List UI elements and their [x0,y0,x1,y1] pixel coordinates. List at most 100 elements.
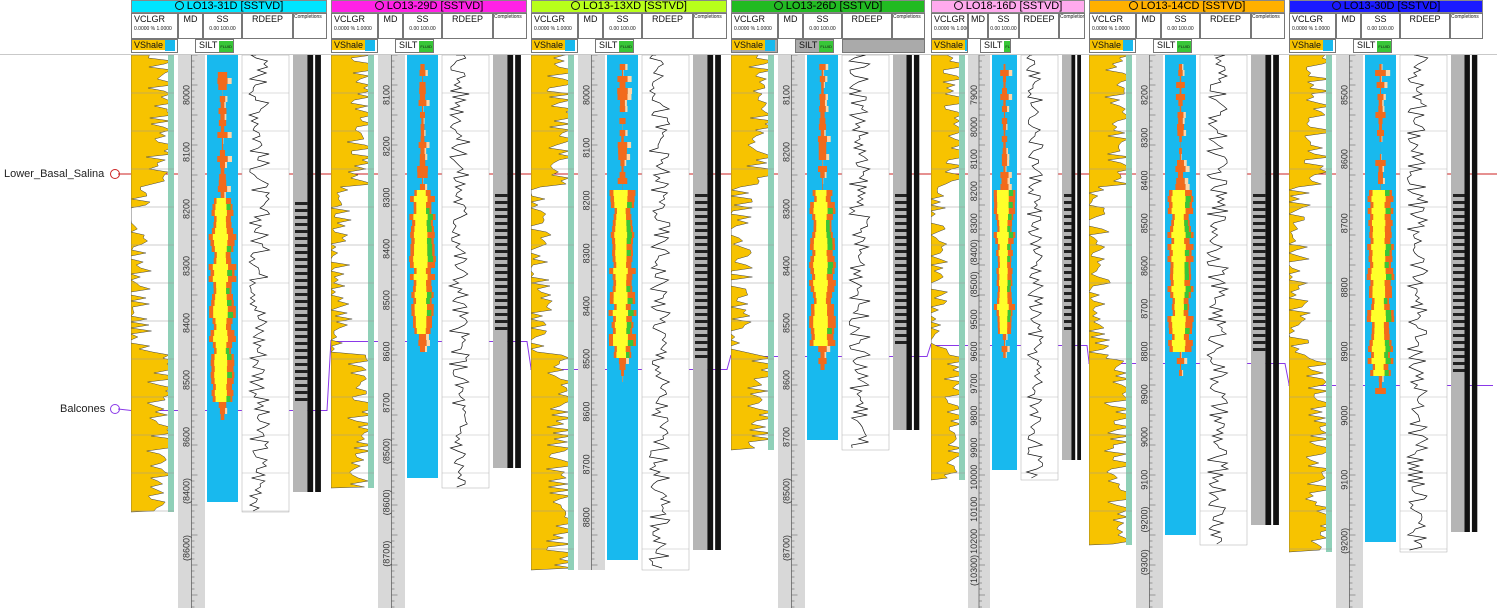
vshale-legend[interactable]: VShale [731,39,778,53]
perforation [1453,369,1465,372]
ss-header[interactable]: SS 0.00 100.00 [988,13,1019,39]
well-panel[interactable]: LO13-26D [SSTVD] VCLGR 0.0000 % 1.0000 MD SS… [731,0,925,608]
ss-header[interactable]: SS 0.00 100.00 [603,13,642,39]
depth-tick-label: 8700 [1140,299,1150,319]
vclgr-header[interactable]: VCLGR 0.0000 % 1.0000 [531,13,578,39]
facies-fluid [1008,190,1014,196]
facies-orange [219,96,226,102]
vshale-legend[interactable]: VShale [931,39,968,53]
md-header[interactable]: MD [178,13,203,39]
marker-crosshair-icon[interactable] [110,404,120,414]
facies-peach [625,130,628,136]
completions-header[interactable]: Completions [493,13,527,39]
well-panel[interactable]: LO13-13XD [SSTVD] VCLGR 0.0000 % 1.0000 MD S… [531,0,727,608]
perforation [695,271,708,274]
facies-orange [617,76,628,82]
rdeep-header[interactable]: RDEEP [1200,13,1251,39]
marker-crosshair-icon[interactable] [110,169,120,179]
md-label: MD [971,14,985,24]
well-title-bar[interactable]: LO13-29D [SSTVD] [331,0,527,13]
md-header[interactable]: MD [1336,13,1361,39]
ss-header[interactable]: SS 0.00 100.00 [203,13,242,39]
rdeep-header[interactable]: RDEEP [1019,13,1059,39]
facies-peach [426,334,429,340]
well-title-bar[interactable]: LO13-13XD [SSTVD] [531,0,727,13]
completions-header[interactable]: Completions [1059,13,1085,39]
completions-header[interactable]: Completions [892,13,925,39]
vshale-legend[interactable]: VShale [131,39,178,53]
well-title-bar[interactable]: LO13-26D [SSTVD] [731,0,925,13]
perforation [895,341,907,344]
well-title-bar[interactable]: LO13-30D [SSTVD] [1289,0,1483,13]
vclgr-header[interactable]: VCLGR 0.0000 % 1.0000 [931,13,968,39]
md-header[interactable]: MD [968,13,988,39]
ss-header[interactable]: SS 0.00 100.00 [803,13,842,39]
facies-sand [813,208,828,214]
well-title-bar[interactable]: LO13-14CD [SSTVD] [1089,0,1285,13]
perforation [895,236,907,239]
well-panel[interactable]: LO13-29D [SSTVD] VCLGR 0.0000 % 1.0000 MD SS… [331,0,527,608]
facies-orange [1175,166,1186,172]
rdeep-header[interactable]: RDEEP [642,13,693,39]
facies-orange [420,124,425,130]
perforation [1453,341,1465,344]
completions-header[interactable]: Completions [1450,13,1483,39]
vclgr-header[interactable]: VCLGR 0.0000 % 1.0000 [1289,13,1336,39]
facies-peach [1007,346,1010,352]
completions-header[interactable]: Completions [293,13,327,39]
md-header[interactable]: MD [1136,13,1161,39]
vclgr-header[interactable]: VCLGR 0.0000 % 1.0000 [731,13,778,39]
vshale-legend[interactable]: VShale [531,39,578,53]
perforation [1064,194,1072,197]
perforation [695,201,708,204]
vshale-legend[interactable]: VShale [1289,39,1336,53]
md-header[interactable]: MD [378,13,403,39]
perforation [895,278,907,281]
well-panel[interactable]: LO13-30D [SSTVD] VCLGR 0.0000 % 1.0000 MD SS… [1289,0,1483,608]
log-tracks: 8200 8300 8400 8500 8600 8700 8800 8900 9000 9100… [1089,55,1279,608]
md-header[interactable]: MD [778,13,803,39]
well-title: LO13-14CD [SSTVD] [1140,0,1246,12]
completions-header[interactable]: Completions [1251,13,1285,39]
well-panel[interactable]: LO13-31D [SSTVD] VCLGR 0.0000 % 1.0000 MD SS… [131,0,327,608]
well-title-bar[interactable]: LO13-31D [SSTVD] [131,0,327,13]
marker-label-balcones[interactable]: Balcones [60,403,106,415]
perforation [295,237,308,240]
well-panel[interactable]: LO13-14CD [SSTVD] VCLGR 0.0000 % 1.0000 MD S… [1089,0,1285,608]
facies-peach [225,162,228,168]
facies-sand [1372,256,1386,262]
ss-header[interactable]: SS 0.00 100.00 [1361,13,1400,39]
ss-header[interactable]: SS 0.00 100.00 [403,13,442,39]
facies-peach [825,94,828,100]
facies-fluid [1184,220,1188,226]
rdeep-header[interactable]: RDEEP [242,13,293,39]
marker-label-lower-basal-salina[interactable]: Lower_Basal_Salina [4,168,105,180]
md-header[interactable]: MD [578,13,603,39]
facies-peach [826,346,831,352]
vclgr-header[interactable]: VCLGR 0.0000 % 1.0000 [331,13,378,39]
rdeep-label: RDEEP [251,14,283,24]
facies-orange [1379,154,1382,160]
vclgr-header[interactable]: VCLGR 0.0000 % 1.0000 [1089,13,1136,39]
vshale-legend[interactable]: VShale [331,39,378,53]
ss-header[interactable]: SS 0.00 100.00 [1161,13,1200,39]
facies-peach [227,132,232,138]
facies-fluid [626,226,631,232]
facies-sand [413,274,428,280]
well-title-bar[interactable]: LO18-16D [SSTVD] [931,0,1085,13]
rdeep-header[interactable]: RDEEP [842,13,892,39]
rdeep-track-bg [841,55,890,451]
completions-header[interactable]: Completions [693,13,727,39]
vclgr-header[interactable]: VCLGR 0.0000 % 1.0000 [131,13,178,39]
rdeep-header[interactable]: RDEEP [1400,13,1450,39]
vshale-legend[interactable]: VShale [1089,39,1136,53]
rdeep-header[interactable]: RDEEP [442,13,493,39]
